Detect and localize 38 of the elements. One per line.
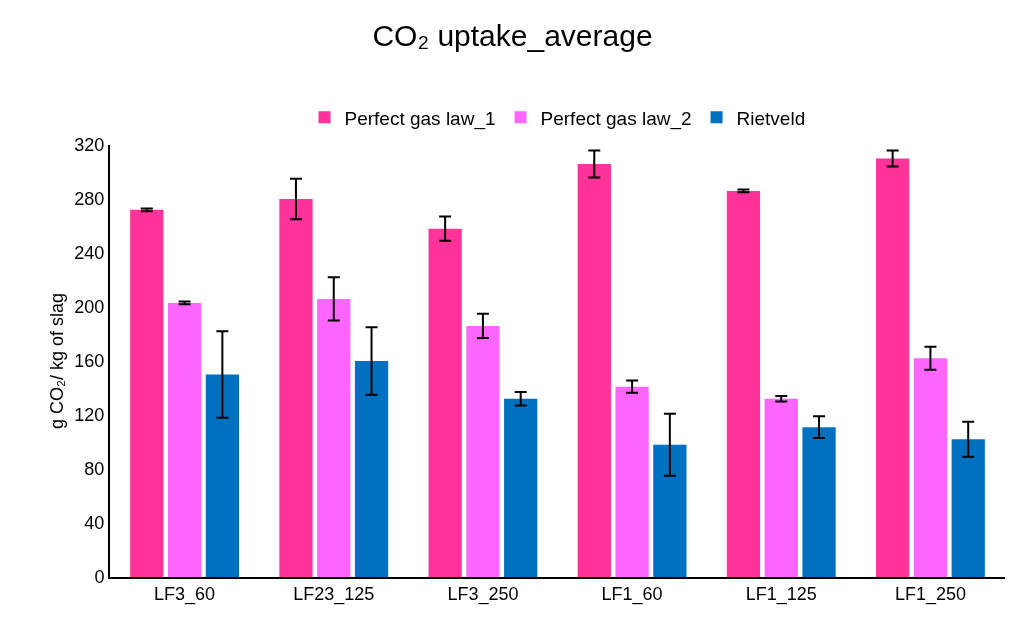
y-tick-label: 280 — [74, 189, 105, 210]
x-tick-label: LF1_60 — [601, 584, 663, 606]
y-tick-label: 240 — [74, 243, 105, 264]
y-tick-label: 200 — [74, 297, 105, 318]
y-tick-label: 120 — [74, 405, 105, 426]
bar — [653, 444, 687, 577]
bar — [764, 398, 798, 577]
legend-label: Perfect gas law_1 — [344, 107, 496, 130]
bar — [876, 158, 910, 577]
bar — [428, 228, 462, 577]
x-tick-label: LF3_60 — [154, 584, 216, 606]
bar — [951, 439, 985, 577]
y-tick-label: 80 — [84, 459, 105, 480]
bar — [615, 386, 649, 577]
bar — [504, 398, 538, 577]
bar — [802, 427, 836, 577]
bar — [466, 325, 500, 577]
x-tick-label: LF23_125 — [293, 584, 375, 606]
y-tick-label: 0 — [94, 567, 105, 588]
bar — [317, 298, 351, 577]
legend-label: Perfect gas law_2 — [540, 107, 692, 130]
x-tick-label: LF1_250 — [894, 584, 966, 606]
x-tick-label: LF1_125 — [745, 584, 817, 606]
chart-title: CO₂ uptake_average — [372, 19, 653, 53]
bar — [726, 190, 761, 577]
bar — [130, 209, 164, 577]
bar — [354, 361, 389, 577]
y-tick-label: 160 — [74, 351, 105, 372]
y-tick-label: 40 — [84, 513, 105, 534]
bar — [167, 302, 202, 577]
y-tick-label: 320 — [74, 135, 105, 156]
y-axis-title: g CO₂/ kg of slag — [47, 292, 67, 430]
x-tick-label: LF3_250 — [447, 584, 519, 606]
legend-label: Rietveld — [736, 107, 806, 129]
bar — [279, 199, 313, 577]
bar — [577, 163, 611, 577]
bar — [913, 358, 948, 577]
bar — [205, 374, 239, 577]
